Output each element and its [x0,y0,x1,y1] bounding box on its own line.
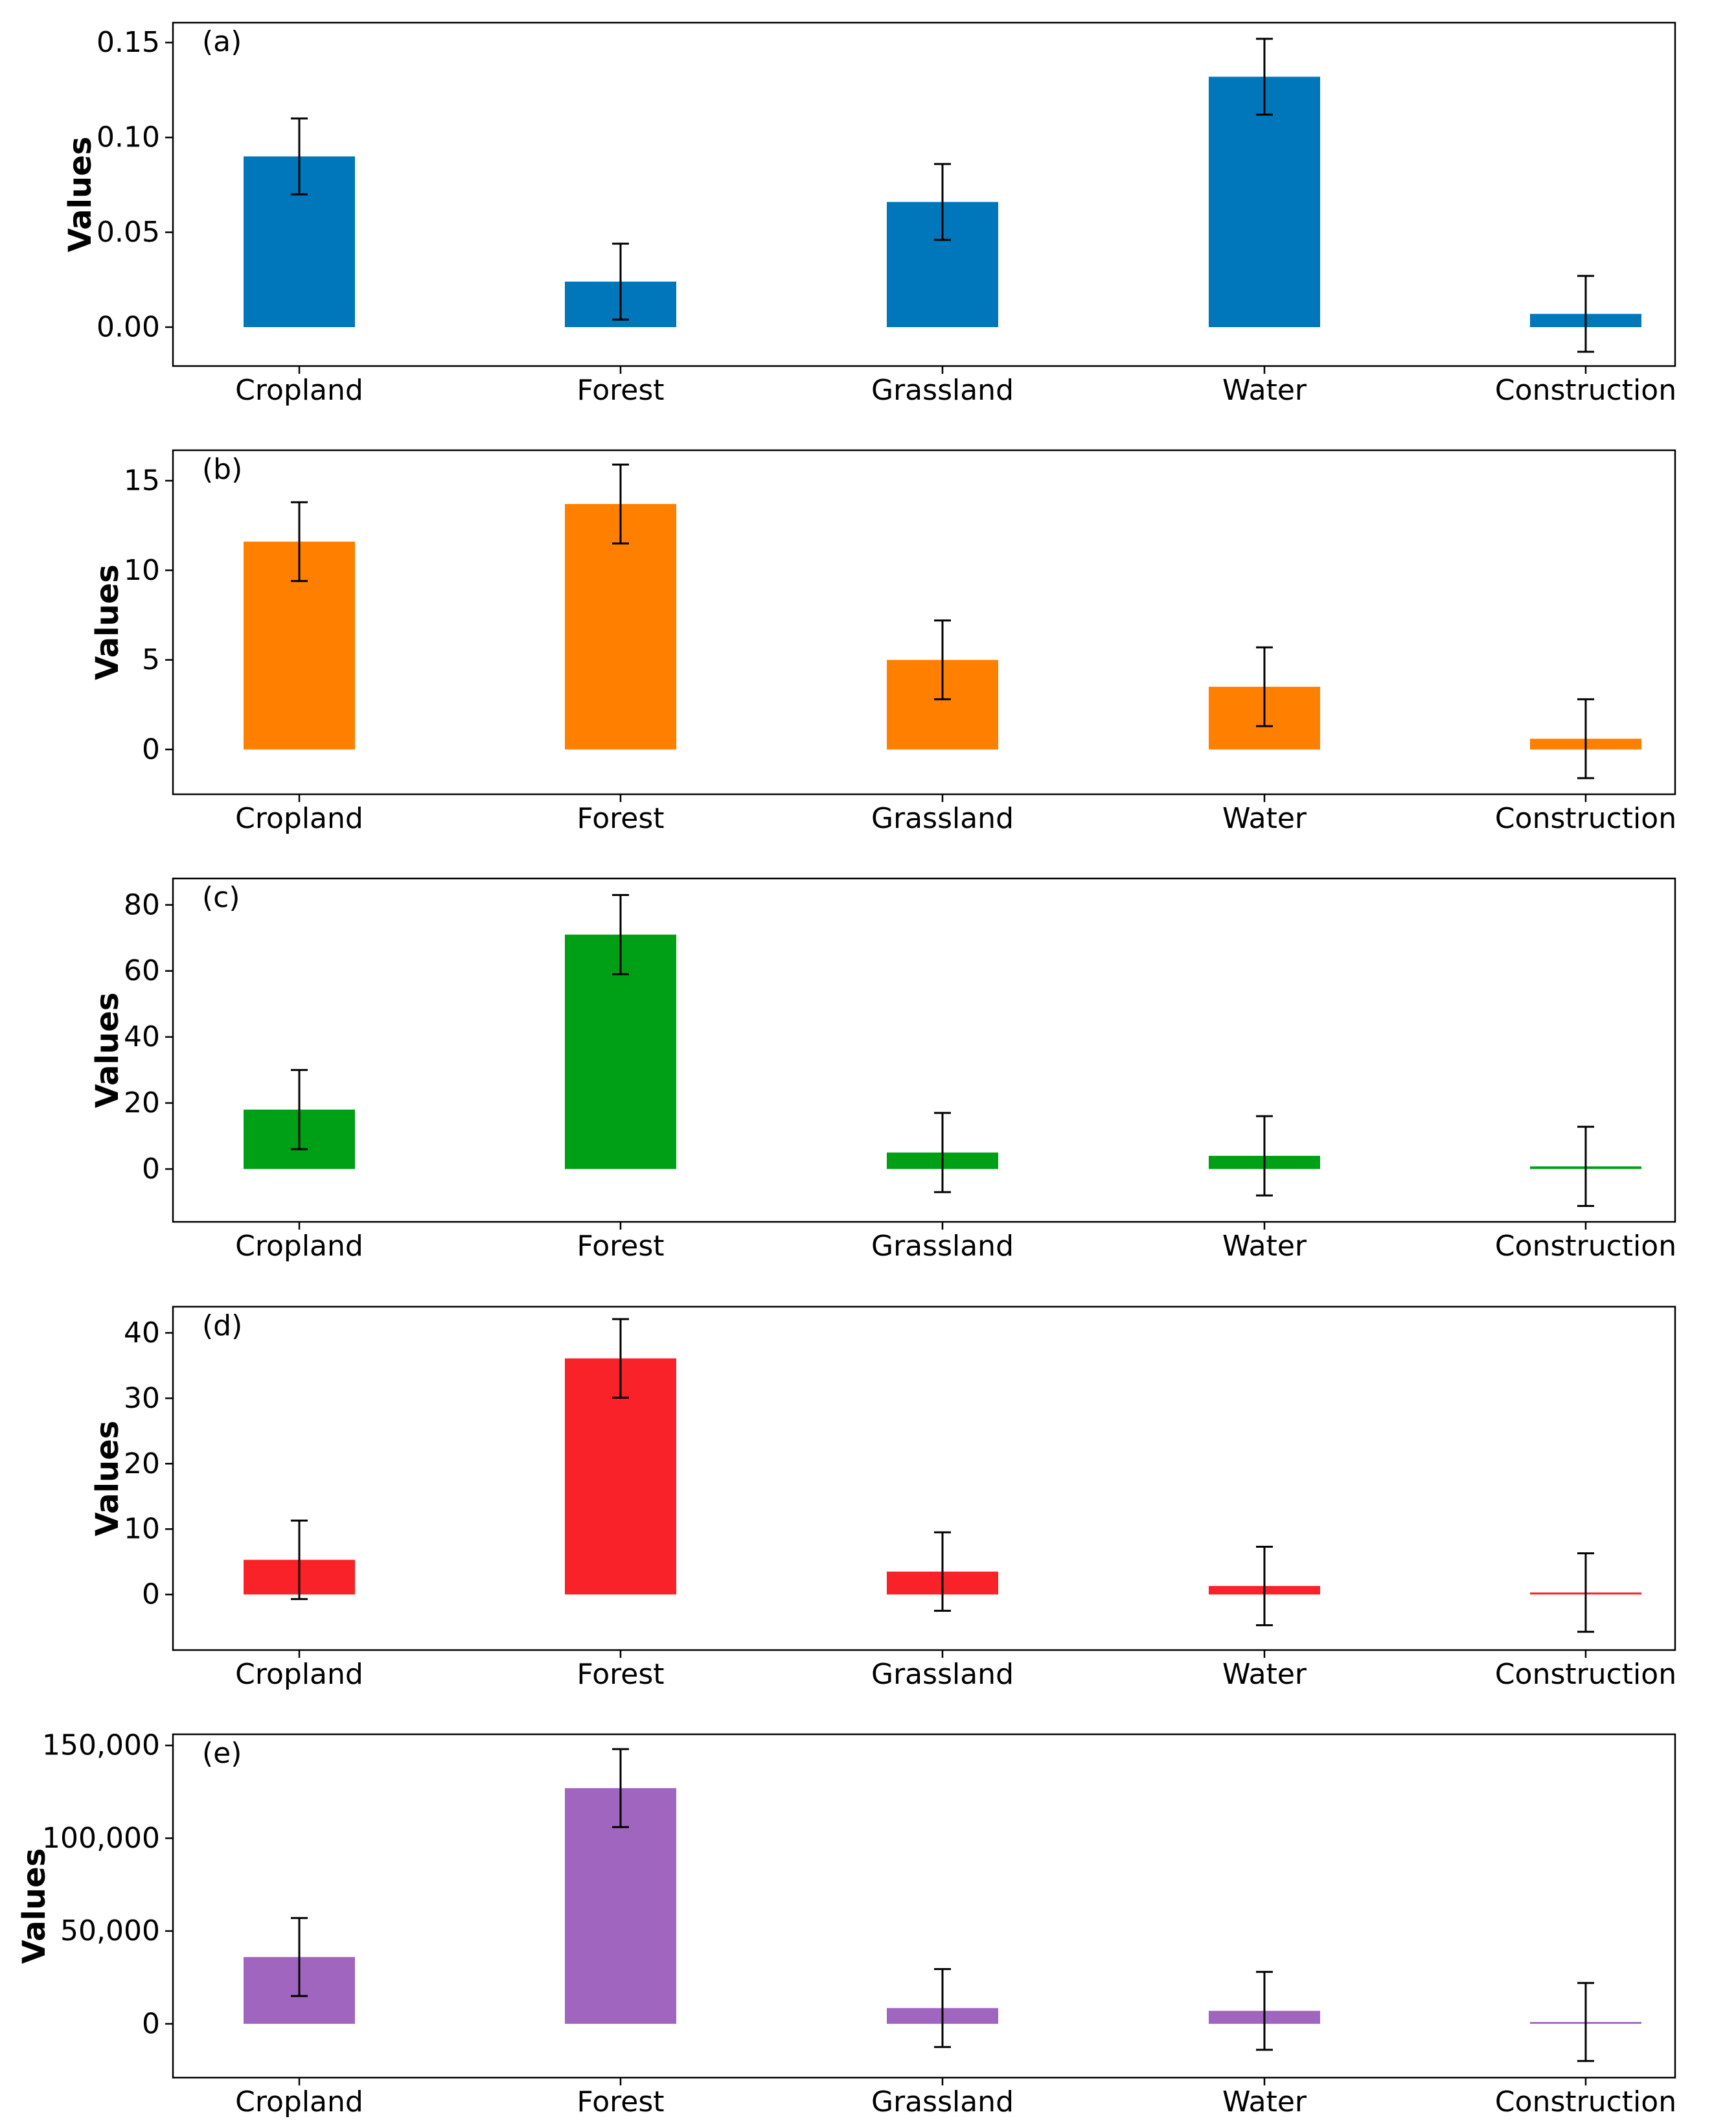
x-tick-label-grassland: Grassland [871,1658,1014,1691]
y-tick-label: 20 [124,1086,160,1119]
y-tick-label: 5 [142,643,160,676]
x-tick-label-cropland: Cropland [235,1658,363,1691]
bar-forest [565,503,676,750]
chart-panel-b: 0 5 10 15 Cropland Forest Grassland Water Constr… [89,449,1676,835]
x-tick-label-construction: Construction [1495,2085,1676,2118]
y-tick-label: 0 [142,1153,160,1186]
axes-frame [172,1733,1676,2079]
y-axis-label: Values [89,564,126,680]
x-tick-label-construction: Construction [1495,1230,1676,1263]
x-tick-label-forest: Forest [577,802,664,835]
chart-panel-d: 0 10 20 30 40 Cropland Forest Grassland Water Con… [89,1305,1676,1691]
axes-frame [172,1305,1676,1651]
chart-panel-a: 0.00 0.05 0.10 0.15 Cropland Forest Grassland W… [62,21,1676,407]
x-tick-label-construction: Construction [1495,1658,1676,1691]
y-axis-label: Values [89,1421,126,1537]
x-tick-label-grassland: Grassland [871,802,1014,835]
axes-frame [172,877,1676,1223]
y-axis-label: Values [89,993,126,1108]
x-tick-label-water: Water [1222,1658,1307,1691]
x-tick-label-grassland: Grassland [871,374,1014,407]
y-tick-label: 15 [124,465,160,498]
y-tick-label: 0.00 [97,310,160,343]
y-tick-label: 0 [142,1578,160,1611]
y-tick-label: 10 [124,1513,160,1546]
y-axis-label: Values [16,1848,52,1964]
x-tick-label-grassland: Grassland [871,2085,1014,2118]
y-tick-label: 0 [142,733,160,766]
x-tick-label-forest: Forest [577,1230,664,1263]
y-tick-label: 10 [124,554,160,587]
panel-label: (d) [202,1309,242,1342]
axes-frame [172,21,1676,367]
panel-label: (e) [202,1737,242,1770]
y-tick-label: 60 [124,954,160,987]
y-tick-label: 0.10 [97,121,160,154]
x-tick-label-water: Water [1222,374,1307,407]
y-tick-label: 30 [124,1382,160,1415]
x-tick-label-cropland: Cropland [235,2085,363,2118]
axes-frame [172,449,1676,796]
x-tick-label-forest: Forest [577,2085,664,2118]
y-axis-label: Values [62,137,98,253]
y-tick-label: 50,000 [60,1914,160,1947]
x-tick-label-water: Water [1222,1230,1307,1263]
x-tick-label-water: Water [1222,802,1307,835]
chart-panel-c: 0 20 40 60 80 Cropland Forest Grassland Water Con… [89,877,1676,1263]
panel-label: (b) [202,453,242,486]
y-tick-label: 0.15 [97,26,160,59]
y-tick-label: 0 [142,2007,160,2040]
y-tick-label: 40 [124,1020,160,1053]
x-tick-label-water: Water [1222,2085,1307,2118]
bar-water [1209,76,1320,327]
y-tick-label: 150,000 [42,1729,160,1762]
y-tick-label: 20 [124,1447,160,1480]
y-tick-label: 80 [124,888,160,921]
chart-panel-e: 0 50,000 100,000 150,000 Cropland Forest Grass… [16,1729,1676,2118]
panel-label: (a) [202,25,242,58]
x-tick-label-cropland: Cropland [235,1230,363,1263]
x-tick-label-cropland: Cropland [235,802,363,835]
x-tick-label-grassland: Grassland [871,1230,1014,1263]
y-tick-label: 100,000 [42,1822,160,1855]
y-tick-label: 0.05 [97,216,160,249]
x-tick-label-construction: Construction [1495,802,1676,835]
y-tick-label: 40 [124,1316,160,1349]
x-tick-label-construction: Construction [1495,374,1676,407]
x-tick-label-forest: Forest [577,1658,664,1691]
panel-label: (c) [202,881,240,914]
x-tick-label-forest: Forest [577,374,664,407]
x-tick-label-cropland: Cropland [235,374,363,407]
